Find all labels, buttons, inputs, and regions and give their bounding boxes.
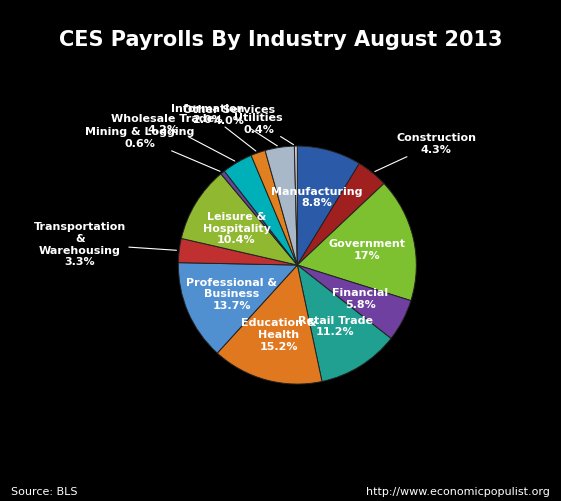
Text: Education &
Health
15.2%: Education & Health 15.2%	[241, 318, 316, 351]
Wedge shape	[297, 147, 360, 266]
Wedge shape	[178, 263, 297, 353]
Wedge shape	[217, 266, 322, 384]
Text: http://www.economicpopulist.org: http://www.economicpopulist.org	[366, 486, 550, 496]
Text: Utilities
0.4%: Utilities 0.4%	[234, 113, 293, 145]
Wedge shape	[181, 174, 297, 266]
Text: Construction
4.3%: Construction 4.3%	[375, 133, 476, 172]
Wedge shape	[251, 151, 297, 266]
Wedge shape	[178, 239, 297, 266]
Text: Government
17%: Government 17%	[328, 239, 406, 261]
Text: Other Services
4.0%: Other Services 4.0%	[182, 104, 277, 147]
Text: Financial
5.8%: Financial 5.8%	[333, 288, 389, 310]
Wedge shape	[265, 147, 297, 266]
Wedge shape	[221, 172, 297, 266]
Text: Source: BLS: Source: BLS	[11, 486, 78, 496]
Wedge shape	[295, 147, 297, 266]
Wedge shape	[297, 184, 416, 301]
Text: Leisure &
Hospitality
10.4%: Leisure & Hospitality 10.4%	[203, 212, 270, 245]
Wedge shape	[224, 156, 297, 266]
Text: Mining & Logging
0.6%: Mining & Logging 0.6%	[85, 127, 220, 172]
Text: Wholesale Trade
4.2%: Wholesale Trade 4.2%	[111, 113, 235, 162]
Text: Information
2.0%: Information 2.0%	[171, 103, 256, 152]
Text: Professional &
Business
13.7%: Professional & Business 13.7%	[186, 277, 277, 310]
Text: Transportation
&
Warehousing
3.3%: Transportation & Warehousing 3.3%	[34, 222, 177, 267]
Wedge shape	[297, 266, 411, 339]
Text: CES Payrolls By Industry August 2013: CES Payrolls By Industry August 2013	[59, 30, 502, 50]
Wedge shape	[297, 164, 384, 266]
Text: Manufacturing
8.8%: Manufacturing 8.8%	[271, 186, 362, 208]
Text: Retail Trade
11.2%: Retail Trade 11.2%	[297, 315, 373, 337]
Wedge shape	[297, 266, 391, 382]
